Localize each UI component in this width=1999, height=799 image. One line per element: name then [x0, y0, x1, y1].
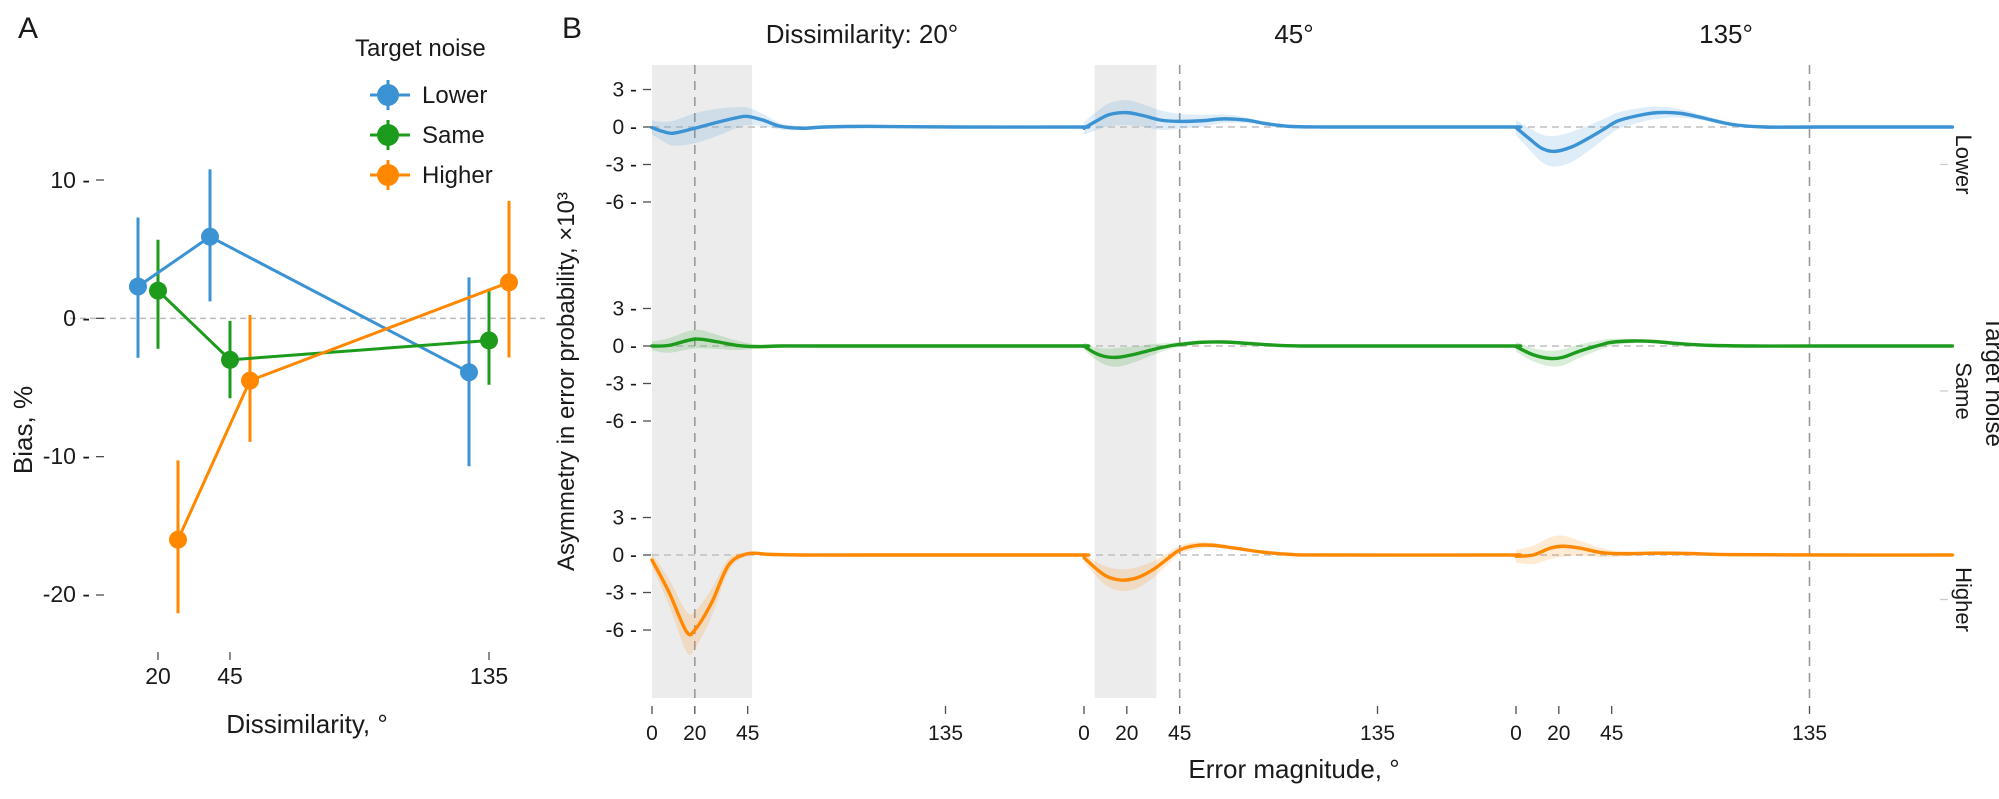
svg-text:45: 45	[1600, 722, 1623, 745]
svg-text:20: 20	[1547, 722, 1570, 745]
svg-text:Error magnitude, °: Error magnitude, °	[1188, 754, 1399, 784]
svg-text:Target noise: Target noise	[1980, 316, 1999, 447]
svg-text:Dissimilarity: 20°: Dissimilarity: 20°	[766, 19, 958, 49]
svg-text:0 -: 0 -	[63, 305, 90, 331]
svg-text:3 -: 3 -	[612, 79, 637, 102]
svg-text:20: 20	[145, 663, 171, 689]
svg-text:-20 -: -20 -	[43, 581, 90, 607]
svg-text:3 -: 3 -	[612, 298, 637, 321]
svg-text:135: 135	[1792, 722, 1827, 745]
svg-text:135: 135	[1360, 722, 1395, 745]
svg-text:Same: Same	[422, 122, 485, 149]
svg-text:-6 -: -6 -	[606, 191, 638, 214]
svg-text:135: 135	[928, 722, 963, 745]
svg-text:0 -: 0 -	[612, 116, 637, 139]
svg-text:-3 -: -3 -	[606, 582, 638, 605]
svg-text:20: 20	[1115, 722, 1138, 745]
svg-text:-3 -: -3 -	[606, 154, 638, 177]
svg-text:135: 135	[470, 663, 508, 689]
svg-text:3 -: 3 -	[612, 507, 637, 530]
svg-text:10 -: 10 -	[50, 167, 90, 193]
svg-text:A: A	[18, 12, 38, 45]
svg-text:Higher: Higher	[1951, 567, 1976, 632]
svg-text:-3 -: -3 -	[606, 373, 638, 396]
svg-text:Same: Same	[1951, 362, 1976, 419]
svg-text:135°: 135°	[1699, 19, 1753, 49]
svg-text:0: 0	[646, 722, 658, 745]
svg-text:Lower: Lower	[1951, 135, 1976, 195]
svg-text:-6 -: -6 -	[606, 410, 638, 433]
svg-text:0 -: 0 -	[612, 544, 637, 567]
svg-text:45: 45	[217, 663, 243, 689]
svg-text:0 -: 0 -	[612, 335, 637, 358]
svg-text:Lower: Lower	[422, 82, 487, 109]
svg-text:Bias, %: Bias, %	[8, 386, 38, 474]
svg-text:Higher: Higher	[422, 162, 493, 189]
svg-text:Target noise: Target noise	[355, 35, 486, 62]
svg-text:B: B	[562, 12, 582, 45]
svg-text:0: 0	[1078, 722, 1090, 745]
svg-text:Asymmetry in error probability: Asymmetry in error probability, ×10³	[553, 192, 580, 571]
svg-text:Dissimilarity, °: Dissimilarity, °	[226, 709, 388, 739]
svg-text:-6 -: -6 -	[606, 619, 638, 642]
svg-text:45°: 45°	[1274, 19, 1313, 49]
svg-text:0: 0	[1510, 722, 1522, 745]
svg-text:45: 45	[1168, 722, 1191, 745]
svg-text:-10 -: -10 -	[43, 443, 90, 469]
svg-text:45: 45	[736, 722, 759, 745]
svg-text:20: 20	[683, 722, 706, 745]
